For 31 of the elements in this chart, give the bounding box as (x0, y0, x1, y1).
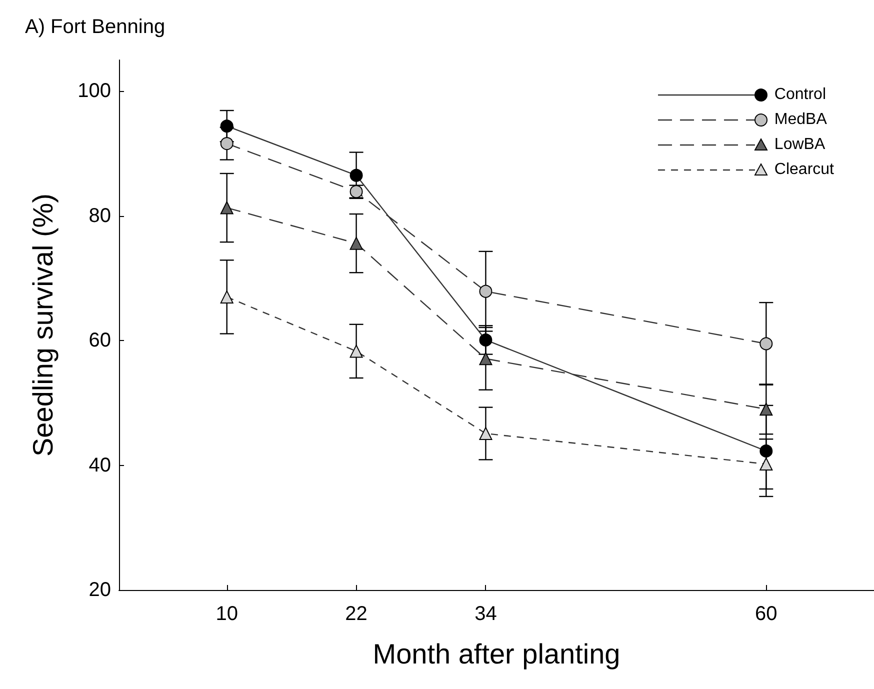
y-tick-label: 100 (78, 80, 111, 102)
point (350, 344, 363, 358)
y-tick-label: 60 (88, 330, 111, 352)
y-axis-title: Seedling survival (%) (28, 194, 58, 456)
x-tick-label: 10 (216, 603, 238, 625)
y-tick-label: 80 (88, 204, 111, 227)
point (350, 168, 363, 182)
point (220, 120, 234, 133)
point (479, 352, 492, 366)
x-tick-label: 34 (474, 603, 497, 625)
y-tick-label: 40 (88, 454, 111, 476)
legend-label: Control (774, 85, 826, 105)
chart-title: A) Fort Benning (25, 16, 166, 38)
point (760, 458, 773, 471)
point (220, 290, 234, 304)
point (760, 337, 773, 350)
point (220, 137, 234, 150)
x-tick-label: 22 (345, 603, 368, 625)
point (220, 201, 234, 214)
point (760, 402, 773, 416)
point (350, 236, 363, 250)
legend-label: MedBA (774, 110, 827, 130)
legend-label: Clearcut (774, 160, 834, 180)
x-tick-label: 60 (755, 603, 778, 625)
point (760, 444, 773, 458)
point (479, 284, 492, 298)
legend-label: LowBA (774, 135, 826, 155)
point (479, 333, 492, 346)
point (479, 426, 492, 440)
y-tick-label: 20 (88, 579, 111, 601)
x-axis-title: Month after planting (372, 638, 620, 670)
